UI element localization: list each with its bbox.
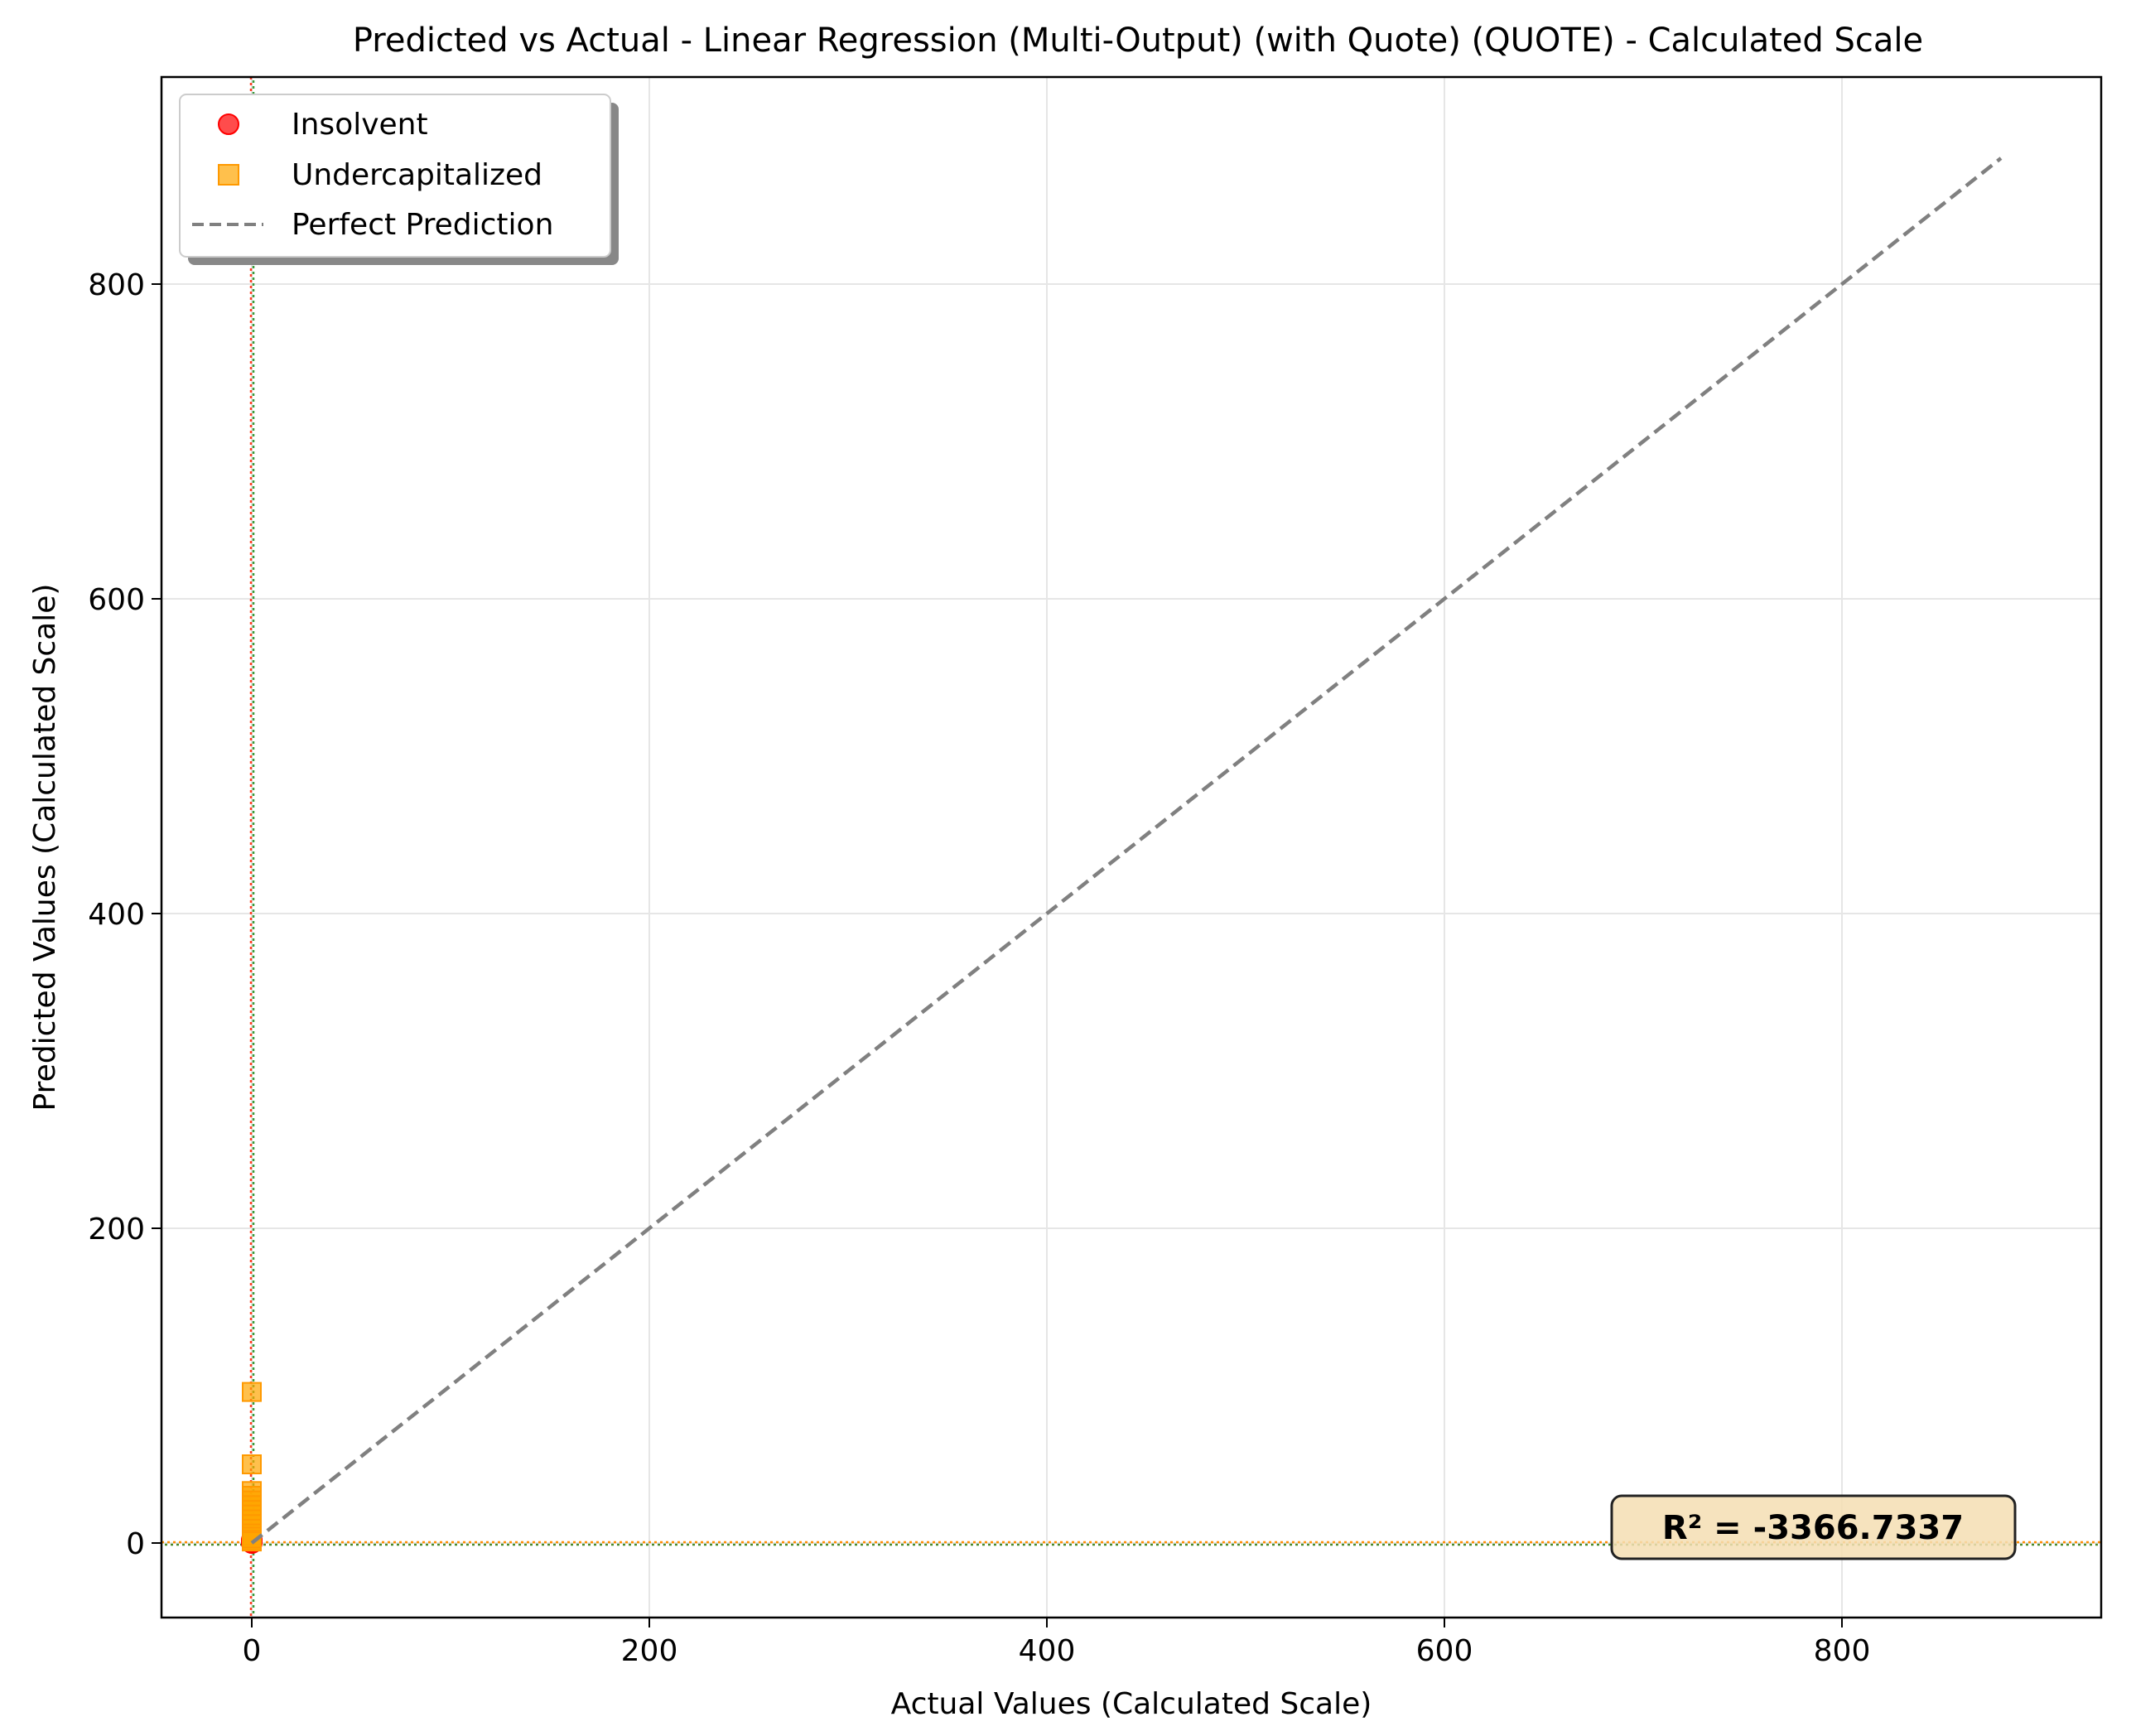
perfect-prediction-line-path: [250, 157, 2003, 1545]
y-axis-label: Predicted Values (Calculated Scale): [28, 584, 62, 1112]
x-tick-label: 0: [243, 1634, 262, 1668]
x-tick-label: 600: [1416, 1634, 1473, 1668]
plot-frame: [160, 75, 2103, 1619]
undercapitalized-point: [242, 1382, 262, 1402]
y-axis-ticks: 0 200 400 600 800: [88, 268, 162, 1561]
x-tick-label: 800: [1814, 1634, 1871, 1668]
legend-label-insolvent: Insolvent: [292, 108, 428, 142]
legend-label-perfect-prediction: Perfect Prediction: [292, 208, 553, 242]
legend-marker-insolvent: [218, 113, 239, 135]
legend-label-undercapitalized: Undercapitalized: [292, 158, 542, 192]
legend-marker-undercapitalized: [218, 164, 239, 186]
y-tick-label: 0: [126, 1527, 145, 1561]
x-axis-ticks: 0 200 400 600 800: [243, 1618, 1871, 1668]
r-squared-text: R² = -3366.7337: [1662, 1509, 1964, 1547]
r-squared-box: [1610, 1494, 2017, 1560]
chart-title: Predicted vs Actual - Linear Regression …: [353, 22, 1923, 60]
data-marks: [241, 1382, 263, 1554]
legend: Insolvent Undercapitalized Perfect Predi…: [179, 94, 619, 265]
x-tick-label: 400: [1019, 1634, 1076, 1668]
y-tick-label: 400: [88, 898, 145, 932]
x-axis-label: Actual Values (Calculated Scale): [891, 1687, 1372, 1721]
y-tick-label: 200: [88, 1213, 145, 1247]
legend-box: [179, 94, 611, 258]
x-tick-label: 200: [621, 1634, 678, 1668]
perfect-prediction-line: [250, 157, 2003, 1545]
undercapitalized-point: [242, 1454, 262, 1474]
r-squared-annotation: R² = -3366.7337: [1610, 1494, 2017, 1560]
y-tick-label: 800: [88, 268, 145, 302]
plot-area: 0 200 400 600 800 0 200 400 600 800: [88, 75, 2103, 1668]
y-tick-label: 600: [88, 583, 145, 617]
